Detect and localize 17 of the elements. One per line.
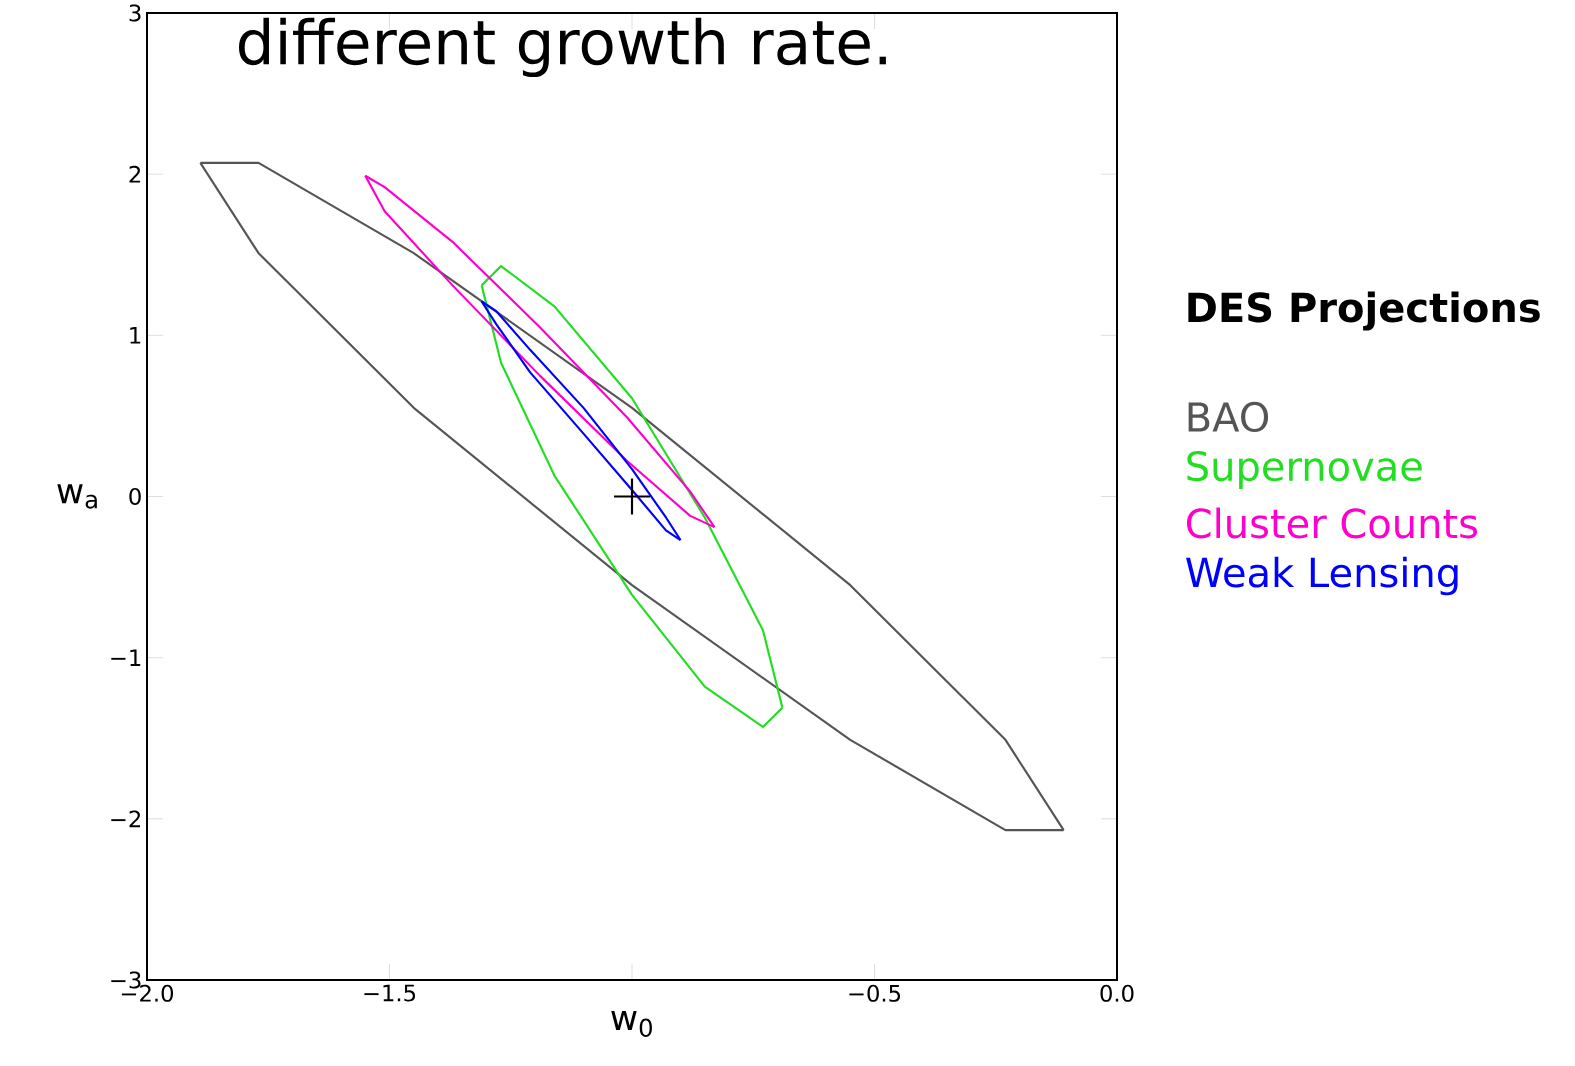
legend-title: DES Projections: [1188, 291, 1540, 331]
text: Weak Lensing: [1186, 556, 1458, 596]
y-tick-label: −1: [111, 649, 141, 666]
y-tick-label: 2: [129, 165, 141, 183]
y-tick-label: −2: [111, 810, 141, 828]
y-tick-label: 0: [129, 487, 141, 506]
text: BAO: [1188, 401, 1269, 433]
annotation: different growth rate.: [239, 17, 886, 78]
y-axis-title: w$_{a}$: [57, 484, 97, 509]
y-tick-label: 1: [130, 327, 141, 344]
x-tick-label: −0.5: [849, 984, 901, 1002]
text: Cluster Counts: [1186, 507, 1478, 539]
x-tick-label: 0.0: [1100, 984, 1134, 1002]
y-tick-label: 3: [129, 4, 141, 22]
x-tick-label: −1.5: [364, 984, 416, 1002]
text: Supernovae: [1187, 450, 1422, 489]
x-axis-title: w$_{0}$: [611, 1011, 652, 1037]
